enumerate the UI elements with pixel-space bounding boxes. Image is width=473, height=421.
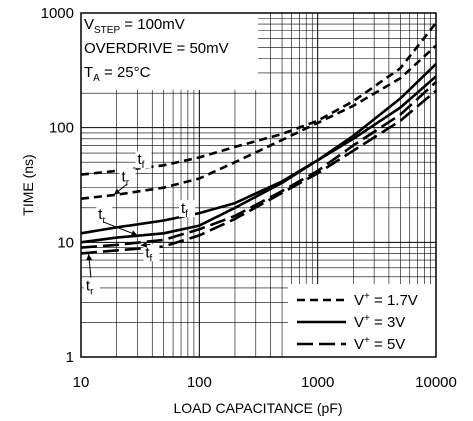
condition-overdrive: OVERDRIVE = 50mV (84, 40, 229, 57)
y-tick-label: 1 (66, 349, 74, 366)
annotation-bg (143, 244, 160, 262)
annotation-ann-tf-17: tf (137, 151, 144, 171)
x-tick-label: 10 (73, 374, 90, 391)
annotation-ann-tr-5: tr (86, 278, 94, 298)
x-tick-label: 10000 (415, 374, 457, 391)
y-axis-title: TIME (ns) (20, 154, 36, 215)
legend-label: V+ = 1.7V (354, 291, 418, 309)
y-tick-label: 10 (57, 234, 74, 251)
annotation-arrowhead (86, 254, 93, 261)
series-line-solid-tr (80, 75, 437, 244)
tick-labels: 10 100 1000 10000 1 10 100 1000 (41, 5, 457, 391)
annotation-bg (119, 168, 136, 186)
legend: V+ = 1.7V V+ = 3V V+ = 5V (297, 291, 418, 353)
x-tick-label: 1000 (301, 374, 334, 391)
x-tick-label: 100 (187, 374, 212, 391)
condition-temperature: TA = 25°C (84, 64, 151, 84)
legend-label: V+ = 5V (354, 335, 405, 353)
plot-frame (80, 12, 437, 358)
annotation-ann-tr-17: tr (122, 168, 130, 188)
annotation-ann-tf-3: tf (181, 200, 188, 220)
annotation-bg (179, 200, 196, 218)
x-axis-title: LOAD CAPACITANCE (pF) (173, 400, 342, 416)
series-line-solid-tf (80, 62, 437, 235)
legend-label: V+ = 3V (354, 313, 405, 331)
annotation-arrowhead (140, 241, 148, 248)
y-tick-label: 100 (49, 120, 74, 137)
series-line-short-dash-tr (80, 44, 437, 200)
condition-vstep: VSTEP = 100mV (84, 16, 185, 36)
annotation-bg (135, 151, 152, 169)
y-tick-label: 1000 (41, 5, 74, 22)
annotation-ann-tf-5: tf (145, 244, 152, 264)
series-line-long-dash-tr (80, 89, 437, 255)
annotation-bg (96, 205, 113, 223)
annotation-arrow-line (103, 221, 138, 236)
annotation-ann-tr-3: tr (98, 206, 106, 226)
annotation-arrowhead (114, 188, 121, 195)
conditions-box-bg (81, 13, 258, 90)
annotation-bg (83, 277, 100, 295)
annotation-arrowhead (130, 230, 138, 236)
series-line-long-dash-tf (80, 81, 437, 249)
